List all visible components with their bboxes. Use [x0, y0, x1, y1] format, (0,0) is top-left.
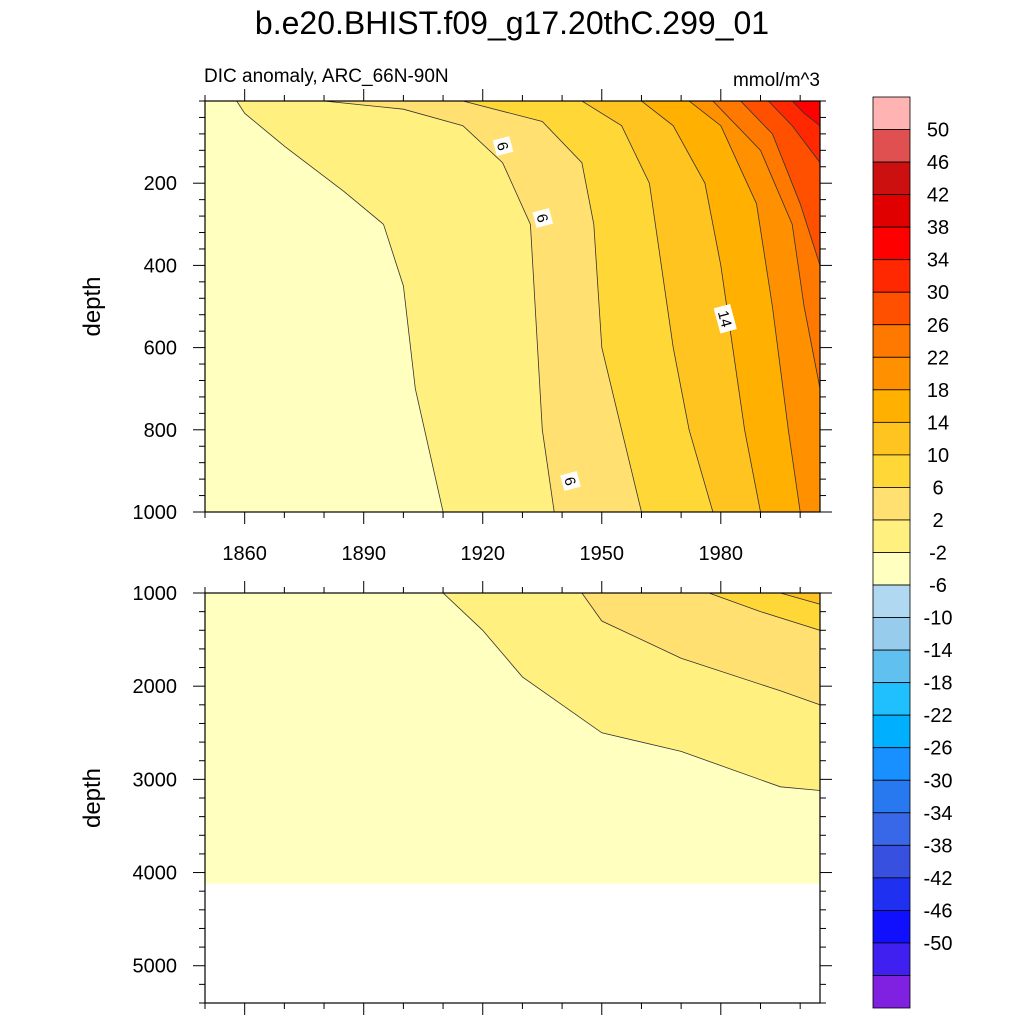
colorbar-swatch [872, 454, 911, 488]
colorbar-swatch [872, 552, 911, 586]
colorbar-label: -42 [924, 868, 953, 890]
x-tick-label: 1920 [460, 543, 505, 565]
contour-label: 6 [560, 471, 581, 491]
colorbar-label: -14 [924, 640, 953, 662]
colorbar-swatch [872, 389, 911, 423]
colorbar-swatch [872, 909, 911, 944]
colorbar-swatch [872, 975, 911, 1009]
y-tick-label: 800 [144, 420, 177, 442]
colorbar-swatch [872, 877, 911, 911]
colorbar: 50 46 42 38 34 30 26 22 18 14 10 6 2 -2 -6 -10 -14 -18 -22… [872, 96, 953, 1009]
colorbar-swatch [872, 617, 911, 651]
colorbar-swatch [872, 844, 911, 879]
contour-label: 6 [532, 208, 554, 228]
contour-label: 6 [492, 136, 514, 157]
colorbar-label: 18 [927, 380, 949, 402]
colorbar-swatch [872, 226, 911, 261]
units-label: mmol/m^3 [733, 70, 820, 91]
colorbar-swatch [872, 487, 911, 521]
plot-frame [204, 100, 821, 513]
colorbar-swatch [872, 421, 911, 456]
colorbar-label: 46 [927, 152, 949, 174]
contour-band-11 [791, 101, 820, 127]
colorbar-label: 22 [927, 347, 949, 369]
colorbar-swatch [872, 714, 911, 749]
colorbar-swatch [872, 259, 911, 293]
x-tick-label: 1950 [580, 543, 625, 565]
colorbar-label: -6 [929, 575, 947, 597]
colorbar-swatch [872, 194, 911, 228]
y-axis-label: depth [79, 768, 106, 828]
y-tick-label: 200 [144, 173, 177, 195]
contour-label: 14 [713, 303, 737, 334]
y-tick-label: 2000 [133, 676, 178, 698]
colorbar-label: -34 [924, 803, 953, 825]
y-axis-label: depth [79, 276, 106, 336]
colorbar-swatch [872, 356, 911, 391]
colorbar-label: 42 [927, 185, 949, 207]
contour-band-10 [767, 101, 820, 164]
svg-text:14: 14 [714, 309, 735, 330]
contour-band-3 [581, 593, 820, 706]
colorbar-label: -50 [924, 933, 953, 955]
colorbar-swatch [872, 779, 911, 814]
y-tick-label: 1000 [133, 583, 178, 605]
colorbar-label: 30 [927, 282, 949, 304]
contour-band-4 [708, 593, 820, 631]
colorbar-label: 38 [927, 217, 949, 239]
missing-data-region [205, 883, 820, 1003]
colorbar-swatch [872, 324, 911, 358]
colorbar-swatch [872, 161, 911, 196]
colorbar-label: -22 [924, 705, 953, 727]
colorbar-label: 6 [932, 477, 943, 499]
contour-band-5 [780, 593, 820, 605]
colorbar-swatch [872, 129, 911, 163]
colorbar-swatch [872, 942, 911, 976]
colorbar-swatch [872, 812, 911, 846]
colorbar-swatch [872, 96, 911, 130]
colorbar-label: 14 [927, 412, 949, 434]
colorbar-swatch [872, 519, 911, 553]
colorbar-label: -38 [924, 835, 953, 857]
colorbar-swatch [872, 649, 911, 684]
y-tick-label: 600 [144, 338, 177, 360]
colorbar-label: -10 [924, 608, 953, 630]
chart-subtitle: DIC anomaly, ARC_66N-90N [204, 66, 449, 87]
colorbar-label: 50 [927, 120, 949, 142]
colorbar-label: -18 [924, 673, 953, 695]
x-tick-label: 1890 [341, 543, 386, 565]
colorbar-label: -2 [929, 543, 947, 565]
y-tick-label: 4000 [133, 863, 178, 885]
y-tick-label: 5000 [133, 956, 178, 978]
colorbar-label: -26 [924, 738, 953, 760]
colorbar-swatch [872, 747, 911, 781]
colorbar-label: 26 [927, 315, 949, 337]
colorbar-label: -30 [924, 770, 953, 792]
colorbar-label: -46 [924, 900, 953, 922]
colorbar-label: 2 [932, 510, 943, 532]
chart-title: b.e20.BHIST.f09_g17.20thC.299_01 [255, 5, 769, 41]
upper-panel: 1860 1890 1920 1950 1980 200 400 600 800 1000 dept… [79, 89, 832, 565]
x-tick-label: 1980 [699, 543, 744, 565]
y-tick-label: 1000 [133, 502, 178, 524]
colorbar-swatch [872, 291, 911, 326]
colorbar-swatch [872, 584, 911, 618]
lower-panel: 1000 2000 3000 4000 5000 depth [79, 581, 832, 1015]
colorbar-label: 34 [927, 250, 949, 272]
y-tick-label: 3000 [133, 769, 178, 791]
colorbar-swatch [872, 682, 911, 716]
contour-band-9 [740, 101, 820, 266]
y-tick-label: 400 [144, 255, 177, 277]
colorbar-label: 10 [927, 445, 949, 467]
x-tick-label: 1860 [222, 543, 267, 565]
